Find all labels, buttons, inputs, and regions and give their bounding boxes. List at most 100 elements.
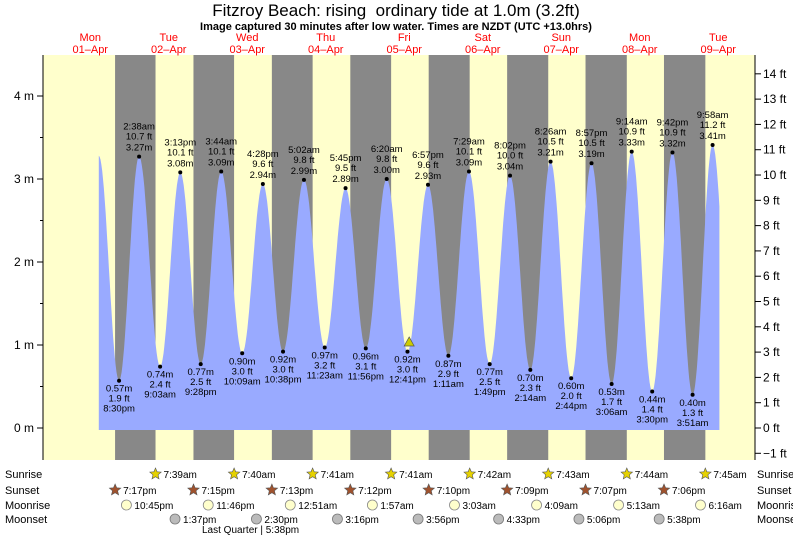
high-tide-height-ft: 9.8 ft [376, 154, 397, 165]
sunset-icon [500, 483, 514, 496]
high-tide-time: 8:57pm [576, 128, 608, 139]
high-tide-point [219, 169, 224, 174]
low-tide-height-m: 0.87m [435, 359, 461, 370]
low-tide-time: 12:41pm [389, 375, 426, 386]
high-tide-height-ft: 9.5 ft [335, 163, 356, 174]
sunrise-time: 7:44am [635, 470, 668, 481]
low-tide-height-m: 0.92m [270, 355, 296, 366]
row-label-left-sunrise: Sunrise [5, 469, 42, 481]
row-label-right-sunset: Sunset [757, 485, 791, 497]
moonrise-icon [121, 499, 132, 511]
high-tide-height-ft: 9.6 ft [252, 159, 273, 170]
row-label-right-sunrise: Sunrise [757, 469, 793, 481]
low-tide-point [240, 351, 245, 356]
tide-area [98, 145, 720, 430]
sunrise-icon [698, 467, 712, 480]
moonset-icon [251, 513, 262, 525]
astronomy-rows: Sunrise Sunrise Sunset Sunset Moonrise Moonri… [5, 467, 793, 536]
low-tide-point [198, 362, 203, 367]
low-tide-time: 3:30pm [636, 414, 668, 425]
moonset-icon [169, 513, 181, 525]
high-tide-time: 6:57pm [412, 150, 444, 161]
high-tide-height-ft: 10.9 ft [659, 127, 686, 138]
chart-subtitle: Image captured 30 minutes after low wate… [200, 21, 592, 33]
high-tide-height-ft: 11.2 ft [700, 120, 726, 131]
high-tide-height-m: 3.41m [699, 131, 725, 142]
high-tide-point [670, 150, 675, 155]
low-tide-height-ft: 1.4 ft [642, 404, 663, 415]
low-tide-height-ft: 1.7 ft [601, 397, 622, 408]
day-date: 03–Apr [230, 44, 266, 56]
moonrise-time: 11:46pm [216, 501, 254, 512]
y-tick-label-m: 4 m [14, 89, 34, 103]
day-date: 08–Apr [622, 44, 658, 56]
day-date: 01–Apr [73, 44, 109, 56]
y-tick-label-ft: 11 ft [763, 143, 786, 157]
moonset-time: 1:37pm [183, 515, 216, 526]
high-tide-height-m: 2.89m [332, 174, 358, 185]
y-tick-label-ft: 10 ft [763, 168, 787, 182]
sunset-icon [343, 483, 357, 496]
low-tide-time: 9:28pm [185, 387, 217, 398]
low-tide-height-ft: 2.5 ft [479, 377, 500, 388]
moonset-icon [573, 513, 585, 525]
sunrise-icon [149, 467, 162, 480]
sunrise-icon [620, 467, 634, 480]
sunrise-time: 7:39am [164, 470, 197, 481]
low-tide-height-m: 0.77m [188, 367, 214, 378]
low-tide-height-ft: 2.9 ft [438, 369, 459, 380]
high-tide-height-ft: 10.0 ft [497, 151, 524, 162]
high-tide-height-ft: 9.8 ft [293, 155, 314, 166]
low-tide-time: 2:44pm [555, 401, 587, 412]
low-tide-height-m: 0.92m [394, 355, 420, 366]
row-label-right-moonrise: Moonrise [757, 500, 793, 512]
high-tide-time: 3:13pm [164, 137, 196, 148]
low-tide-point [405, 349, 410, 354]
high-tide-point [589, 161, 594, 166]
sunset-time: 7:15pm [201, 486, 234, 497]
day-name: Thu [316, 32, 335, 44]
y-tick-label-m: 3 m [14, 172, 34, 186]
high-tide-time: 5:02am [288, 145, 320, 156]
day-date: 04–Apr [308, 44, 344, 56]
low-tide-time: 10:09am [224, 376, 261, 387]
low-tide-time: 11:23am [307, 370, 343, 381]
low-tide-height-m: 0.74m [147, 370, 173, 381]
day-name: Sun [551, 32, 571, 44]
moonset-time: 3:16pm [345, 515, 378, 526]
day-name: Tue [159, 32, 178, 44]
high-tide-height-m: 3.08m [167, 158, 193, 169]
high-tide-point [260, 181, 265, 186]
current-tide-marker [403, 336, 415, 347]
sunset-icon [108, 483, 122, 496]
low-tide-point [322, 345, 327, 350]
low-tide-time: 11:56pm [348, 371, 384, 382]
moonrise-icon [366, 499, 378, 511]
axes: 0 m 1 m 2 m 3 m 4 m −1 ft 0 ft 1 ft 2 ft 3 ft 4 ft… [14, 55, 787, 460]
low-tide-time: 8:30pm [103, 404, 135, 415]
y-tick-label-ft: 6 ft [763, 269, 780, 283]
low-tide-time: 3:06am [596, 407, 628, 418]
high-tide-point [508, 173, 513, 178]
y-tick-label-m: 0 m [14, 421, 34, 435]
low-tide-time: 10:38pm [265, 375, 302, 386]
y-tick-label-m: 1 m [14, 338, 34, 352]
low-tide-height-m: 0.60m [558, 381, 584, 392]
sunset-icon [187, 483, 200, 496]
high-tide-height-ft: 10.1 ft [208, 147, 235, 158]
high-tide-point [301, 177, 306, 182]
high-tide-height-m: 3.00m [374, 165, 400, 176]
low-tide-time: 3:51am [677, 418, 709, 429]
high-tide-point [710, 142, 715, 147]
sunset-icon [657, 483, 671, 496]
low-tide-height-ft: 3.0 ft [272, 365, 293, 376]
high-tide-time: 7:29am [453, 137, 485, 148]
y-tick-label-ft: 7 ft [763, 244, 780, 258]
moonrise-time: 5:13am [627, 501, 660, 512]
day-name: Mon [629, 32, 650, 44]
day-date: 02–Apr [151, 44, 187, 56]
low-tide-height-m: 0.97m [312, 350, 338, 361]
row-label-left-moonset: Moonset [5, 514, 47, 526]
